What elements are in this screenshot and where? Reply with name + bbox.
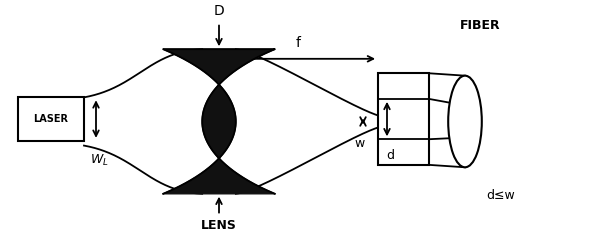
Ellipse shape xyxy=(448,76,482,167)
Text: LENS: LENS xyxy=(201,219,237,232)
Text: d: d xyxy=(386,149,394,162)
Text: D: D xyxy=(214,4,224,18)
Polygon shape xyxy=(163,49,275,194)
Text: LASER: LASER xyxy=(34,114,68,124)
Text: f: f xyxy=(296,36,301,50)
Text: FIBER: FIBER xyxy=(460,19,500,31)
Bar xyxy=(378,73,429,165)
Bar xyxy=(18,97,84,141)
Text: w: w xyxy=(355,137,365,150)
Text: d≤w: d≤w xyxy=(487,189,515,202)
Text: $W_L$: $W_L$ xyxy=(89,153,109,168)
